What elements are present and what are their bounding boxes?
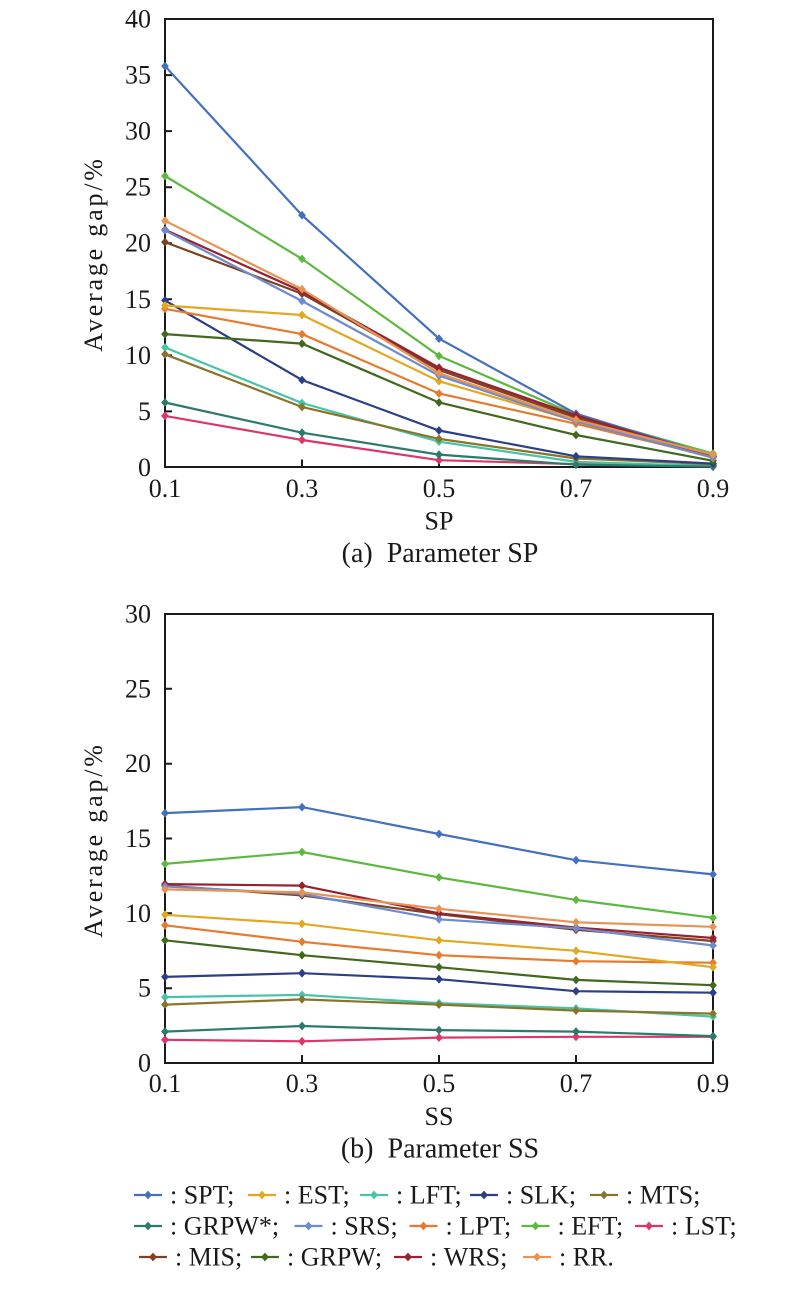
svg-text:: WRS;: : WRS; [430, 1243, 507, 1272]
svg-text:20: 20 [125, 229, 151, 258]
svg-text:: LPT;: : LPT; [446, 1212, 512, 1241]
svg-text:0: 0 [138, 453, 151, 482]
svg-text:30: 30 [125, 600, 151, 629]
svg-text:0.9: 0.9 [697, 1069, 730, 1098]
svg-text:0.9: 0.9 [697, 474, 730, 503]
svg-text:: LST;: : LST; [671, 1212, 737, 1241]
svg-text:: SPT;: : SPT; [170, 1181, 234, 1210]
svg-text:5: 5 [138, 974, 151, 1003]
svg-text:0.3: 0.3 [286, 474, 319, 503]
svg-text:15: 15 [125, 824, 151, 853]
svg-text:0.1: 0.1 [149, 474, 182, 503]
svg-text:: SLK;: : SLK; [506, 1181, 576, 1210]
svg-text:: SRS;: : SRS; [331, 1212, 398, 1241]
svg-text:Average gap/%: Average gap/% [79, 156, 108, 351]
svg-text:0.7: 0.7 [560, 474, 593, 503]
svg-text:: GRPW;: : GRPW; [287, 1243, 382, 1272]
svg-text:: LFT;: : LFT; [396, 1181, 462, 1210]
svg-text:40: 40 [125, 5, 151, 34]
svg-text:0.5: 0.5 [423, 474, 456, 503]
svg-text:5: 5 [138, 397, 151, 426]
svg-text:20: 20 [125, 749, 151, 778]
svg-text:: MTS;: : MTS; [626, 1181, 700, 1210]
svg-text:0.7: 0.7 [560, 1069, 593, 1098]
svg-text:: EST;: : EST; [284, 1181, 350, 1210]
svg-text:0.5: 0.5 [423, 1069, 456, 1098]
svg-text:10: 10 [125, 341, 151, 370]
svg-text:: RR.: : RR. [559, 1243, 614, 1272]
svg-text:: GRPW*;: : GRPW*; [170, 1212, 279, 1241]
svg-text:0: 0 [138, 1049, 151, 1078]
svg-text:35: 35 [125, 61, 151, 90]
svg-text:15: 15 [125, 285, 151, 314]
svg-text:SS: SS [425, 1102, 454, 1131]
svg-text:(b) Parameter SS: (b) Parameter SS [341, 1134, 539, 1165]
svg-text:: MIS;: : MIS; [175, 1243, 242, 1272]
svg-text:0.3: 0.3 [286, 1069, 319, 1098]
svg-text:25: 25 [125, 173, 151, 202]
svg-text:10: 10 [125, 899, 151, 928]
svg-text:25: 25 [125, 674, 151, 703]
svg-text:30: 30 [125, 117, 151, 146]
svg-text:Average gap/%: Average gap/% [79, 742, 108, 937]
svg-text:(a) Parameter SP: (a) Parameter SP [342, 538, 539, 569]
svg-text:: EFT;: : EFT; [558, 1212, 624, 1241]
svg-text:0.1: 0.1 [149, 1069, 182, 1098]
svg-text:SP: SP [425, 507, 454, 536]
